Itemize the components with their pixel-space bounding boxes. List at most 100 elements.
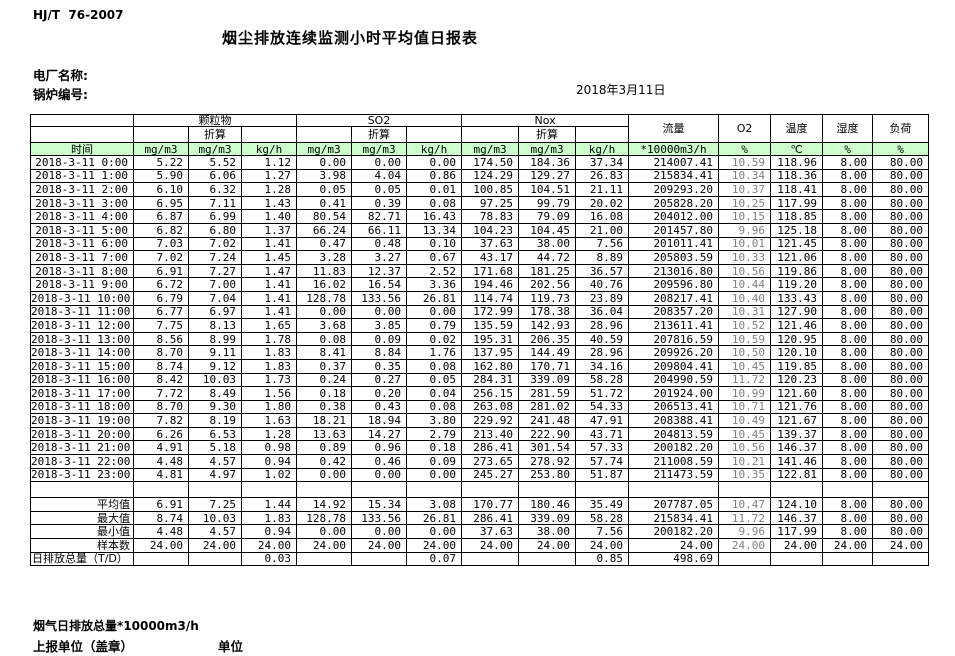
- value-cell: 6.87: [133, 209, 189, 224]
- hour-row: 2018-3-11 16:00 8.42 10.03 1.73 0.24 0.27 0.05…: [30, 372, 930, 388]
- value-cell: 204813.59: [628, 426, 720, 442]
- value-cell: 8.74: [133, 358, 189, 374]
- empty-cell: [770, 481, 824, 499]
- value-cell: 180.46: [518, 497, 577, 512]
- time-cell: 2018-3-11 5:00: [30, 222, 134, 238]
- value-cell: 0.02: [406, 331, 463, 347]
- col-flow: 流量: [628, 114, 720, 143]
- value-cell: 36.04: [575, 304, 630, 320]
- summary-row: 平均值 6.91 7.25 1.44 14.92 15.34 3.08 170.77 180.4…: [30, 497, 930, 512]
- value-cell: 9.30: [188, 399, 242, 415]
- value-cell: 281.59: [518, 386, 577, 401]
- value-cell: 80.00: [872, 440, 930, 456]
- empty-cell: [872, 481, 930, 499]
- value-cell: 8.00: [822, 236, 874, 252]
- value-cell: 24.00: [240, 538, 298, 553]
- value-cell: 8.89: [575, 250, 630, 265]
- value-cell: 80.00: [872, 467, 930, 483]
- time-cell: 2018-3-11 19:00: [30, 413, 134, 428]
- value-cell: 0.00: [296, 467, 353, 483]
- time-cell: 2018-3-11 8:00: [30, 263, 134, 279]
- value-cell: 10.03: [188, 510, 242, 526]
- value-cell: 8.00: [822, 510, 874, 526]
- col-group-nox: Nox: [461, 114, 630, 127]
- value-cell: 1.44: [240, 497, 298, 512]
- value-cell: 13.34: [406, 222, 463, 238]
- value-cell: 195.31: [461, 331, 520, 347]
- value-cell: 80.00: [872, 277, 930, 292]
- value-cell: 13.63: [296, 426, 353, 442]
- value-cell: 204990.59: [628, 372, 720, 388]
- hour-row: 2018-3-11 20:00 6.26 6.53 1.28 13.63 14.27 2.7…: [30, 426, 930, 442]
- hour-row: 2018-3-11 4:00 6.87 6.99 1.40 80.54 82.71 16.4…: [30, 209, 930, 224]
- plant-name-label: 电厂名称:: [33, 68, 88, 83]
- value-cell: 10.01: [718, 236, 772, 252]
- value-cell: 37.34: [575, 155, 630, 170]
- value-cell: 80.00: [872, 454, 930, 469]
- value-cell: 8.00: [822, 426, 874, 442]
- value-cell: 6.32: [188, 182, 242, 197]
- value-cell: 194.46: [461, 277, 520, 292]
- value-cell: 0.05: [296, 182, 353, 197]
- empty-cell: [575, 481, 630, 499]
- value-cell: 208357.20: [628, 304, 720, 320]
- time-header: 时间: [30, 142, 134, 156]
- value-cell: 0.94: [240, 454, 298, 469]
- col-o2: O2: [718, 114, 772, 143]
- value-cell: 0.41: [296, 195, 353, 211]
- value-cell: 1.65: [240, 318, 298, 333]
- value-cell: 24.00: [872, 538, 930, 553]
- value-cell: 24.00: [296, 538, 353, 553]
- value-cell: 3.80: [406, 413, 463, 428]
- value-cell: 0.08: [296, 331, 353, 347]
- value-cell: 36.57: [575, 263, 630, 279]
- value-cell: 97.25: [461, 195, 520, 211]
- value-cell: 0.00: [406, 155, 463, 170]
- value-cell: 6.79: [133, 290, 189, 306]
- time-cell: 2018-3-11 22:00: [30, 454, 134, 469]
- value-cell: 0.39: [351, 195, 408, 211]
- value-cell: 208388.41: [628, 413, 720, 428]
- value-cell: 207787.05: [628, 497, 720, 512]
- value-cell: 1.40: [240, 209, 298, 224]
- value-cell: 80.00: [872, 386, 930, 401]
- value-cell: 0.47: [296, 236, 353, 252]
- value-cell: 124.10: [770, 497, 824, 512]
- value-cell: 339.09: [518, 510, 577, 526]
- hour-row: 2018-3-11 5:00 6.82 6.80 1.37 66.24 66.11 13.3…: [30, 222, 930, 238]
- empty-cell: [133, 481, 189, 499]
- value-cell: 10.50: [718, 345, 772, 360]
- value-cell: 1.80: [240, 399, 298, 415]
- value-cell: 5.90: [133, 168, 189, 184]
- unit-cell: ℃: [770, 142, 824, 156]
- value-cell: 0.89: [296, 440, 353, 456]
- value-cell: 8.00: [822, 454, 874, 469]
- value-cell: 117.99: [770, 195, 824, 211]
- value-cell: 0.86: [406, 168, 463, 184]
- value-cell: 172.99: [461, 304, 520, 320]
- empty-cell: [296, 481, 353, 499]
- value-cell: 286.41: [461, 510, 520, 526]
- value-cell: 0.35: [351, 358, 408, 374]
- header-converted-row: 折算 折算 折算: [30, 126, 929, 143]
- value-cell: 171.68: [461, 263, 520, 279]
- converted-label: 折算: [188, 126, 242, 143]
- value-cell: 0.00: [406, 304, 463, 320]
- empty-cell: [406, 481, 463, 499]
- value-cell: 201457.80: [628, 222, 720, 238]
- unit-cell: kg/h: [406, 142, 463, 156]
- value-cell: 0.98: [240, 440, 298, 456]
- time-cell: 2018-3-11 16:00: [30, 372, 134, 388]
- value-cell: 0.37: [296, 358, 353, 374]
- value-cell: 6.80: [188, 222, 242, 238]
- value-cell: 7.04: [188, 290, 242, 306]
- value-cell: 10.49: [718, 413, 772, 428]
- value-cell: 26.83: [575, 168, 630, 184]
- header-group-row: 颗粒物 SO2 Nox 流量 O2 温度 湿度 负荷: [30, 114, 930, 143]
- unit-cell: mg/m3: [461, 142, 520, 156]
- value-cell: 18.94: [351, 413, 408, 428]
- value-cell: [718, 551, 772, 567]
- value-cell: 54.33: [575, 399, 630, 415]
- value-cell: 8.00: [822, 345, 874, 360]
- value-cell: 7.56: [575, 524, 630, 540]
